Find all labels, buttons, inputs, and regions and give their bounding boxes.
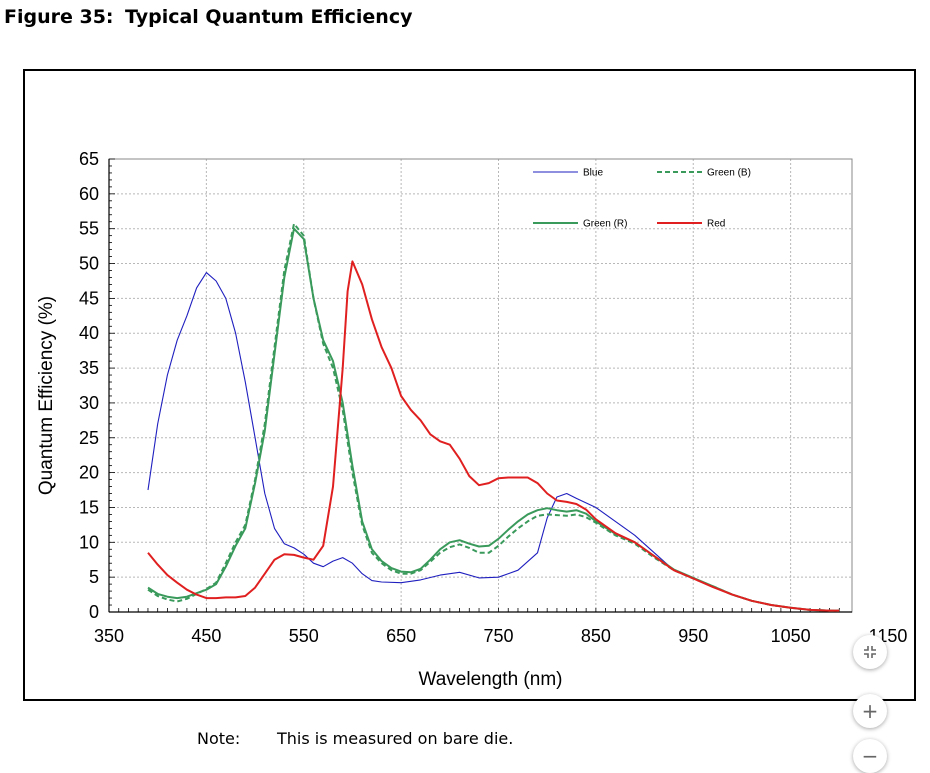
x-tick-label: 850 — [581, 626, 611, 646]
figure-number: Figure 35: — [4, 6, 114, 28]
series-line-red — [147, 260, 840, 612]
y-tick-label: 10 — [79, 532, 99, 552]
figure-title: Figure 35: Typical Quantum Efficiency — [4, 6, 412, 28]
y-tick-label: 40 — [79, 323, 99, 343]
y-tick-label: 0 — [89, 602, 99, 622]
zoom-in-button[interactable]: + — [853, 694, 887, 728]
y-tick-label: 5 — [89, 567, 99, 587]
y-tick-label: 50 — [79, 254, 99, 274]
fit-to-screen-icon — [864, 646, 876, 658]
x-tick-label: 950 — [678, 626, 708, 646]
legend: Blue Green (B) Green (R) Red — [533, 168, 751, 230]
y-tick-label: 45 — [79, 288, 99, 308]
legend-label: Red — [707, 219, 725, 230]
series-lines — [147, 222, 840, 612]
x-tick-label: 350 — [94, 626, 124, 646]
y-tick-label: 55 — [79, 219, 99, 239]
grid — [109, 158, 852, 612]
y-tick-label: 65 — [79, 149, 99, 169]
y-tick-label: 25 — [79, 428, 99, 448]
y-tick-label: 35 — [79, 358, 99, 378]
y-tick-label: 15 — [79, 497, 99, 517]
x-tick-label: 550 — [289, 626, 319, 646]
legend-label: Green (R) — [583, 219, 627, 230]
y-axis-label: Quantum Efficiency (%) — [36, 296, 57, 495]
y-tick-label: 20 — [79, 463, 99, 483]
x-tick-label: 450 — [191, 626, 221, 646]
quantum-efficiency-chart: 0 5 10 15 20 25 30 35 40 45 50 55 60 65 350 450 550 650 75… — [36, 149, 907, 690]
x-axis-label: Wavelength (nm) — [419, 669, 563, 690]
fit-to-screen-button[interactable] — [853, 635, 887, 669]
plus-icon: + — [861, 699, 879, 723]
x-tick-label: 1050 — [771, 626, 811, 646]
note: Note: This is measured on bare die. — [197, 729, 513, 748]
y-tick-label: 30 — [79, 393, 99, 413]
plot-border — [108, 158, 853, 613]
x-tick-label: 650 — [386, 626, 416, 646]
minus-icon: − — [861, 744, 879, 768]
note-text: This is measured on bare die. — [277, 729, 514, 748]
note-label: Note: — [197, 729, 241, 748]
chart-frame: 0 5 10 15 20 25 30 35 40 45 50 55 60 65 350 450 550 650 75… — [23, 69, 916, 701]
y-tick-label: 60 — [79, 184, 99, 204]
axes: 0 5 10 15 20 25 30 35 40 45 50 55 60 65 350 450 550 650 75… — [79, 149, 907, 646]
figure-caption: Typical Quantum Efficiency — [125, 6, 413, 28]
zoom-out-button[interactable]: − — [853, 739, 887, 773]
legend-label: Blue — [583, 168, 603, 179]
series-line-blue — [147, 272, 840, 612]
legend-label: Green (B) — [707, 168, 751, 179]
x-tick-label: 750 — [483, 626, 513, 646]
